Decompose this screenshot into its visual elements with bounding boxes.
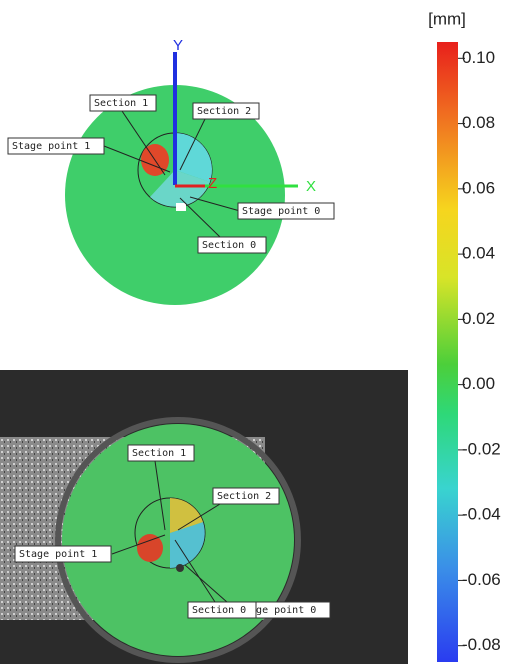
marker xyxy=(176,203,186,211)
label: Section 0 xyxy=(198,237,266,253)
label: Section 1 xyxy=(90,95,156,111)
tick-label: 0.08 xyxy=(462,113,495,132)
label-text: Stage point 0 xyxy=(242,206,320,217)
tick-label: -0.04 xyxy=(462,505,501,524)
label: Section 2 xyxy=(193,103,259,119)
top-view: Y X Z Section 1 Section 2 Stage point 1 … xyxy=(8,37,334,305)
label-text: Section 1 xyxy=(132,448,186,459)
label-text: Section 0 xyxy=(192,605,246,616)
axis-label: X xyxy=(306,178,316,195)
tick-label: 0.06 xyxy=(462,178,495,197)
hot-spot xyxy=(137,534,163,562)
tick-label: 0.00 xyxy=(462,374,495,393)
label-text: Section 2 xyxy=(217,491,271,502)
label-text: Section 2 xyxy=(197,106,251,117)
label-text: Stage point 1 xyxy=(19,549,97,560)
tick-label: 0.04 xyxy=(462,244,495,263)
colorbar-gradient xyxy=(437,42,458,662)
label: Stage point 0 xyxy=(238,203,334,219)
label: Section 1 xyxy=(128,445,194,461)
label: Stage point 1 xyxy=(8,138,104,154)
label-text: Section 1 xyxy=(94,98,148,109)
screenshot: Y X Z Section 1 Section 2 Stage point 1 … xyxy=(0,0,528,664)
label: Stage point 1 xyxy=(15,546,111,562)
label: Section 2 xyxy=(213,488,279,504)
tick-label: 0.02 xyxy=(462,309,495,328)
axis-label: Z xyxy=(208,175,217,192)
label-text: Stage point 1 xyxy=(12,141,90,152)
tick-label: 0.10 xyxy=(462,48,495,67)
axis-label: Y xyxy=(173,37,183,54)
colorbar: [mm] 0.10 0.08 0.06 0.04 0.02 0.00 -0.02 -0.04 -… xyxy=(428,9,501,662)
bottom-view: Section 1 Section 2 Stage point 1 Stage … xyxy=(0,370,408,664)
label: Section 0 xyxy=(188,602,256,618)
tick-label: -0.08 xyxy=(462,635,501,654)
tick-label: -0.06 xyxy=(462,570,501,589)
tick-label: -0.02 xyxy=(462,439,501,458)
colorbar-unit: [mm] xyxy=(428,9,466,28)
label-text: Section 0 xyxy=(202,240,256,251)
